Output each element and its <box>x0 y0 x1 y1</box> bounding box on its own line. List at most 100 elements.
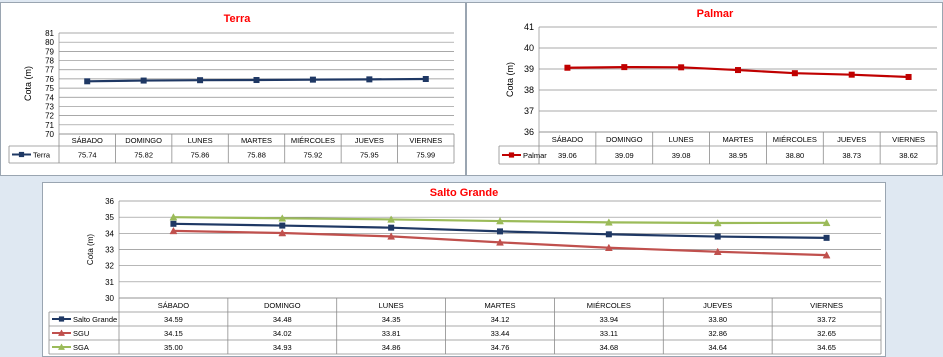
chart-panel-palmar: Palmar 36 37 38 39 40 41 Cota (m) SÁBADO DOMINGO L… <box>466 2 943 176</box>
y-tick-label: 71 <box>45 121 54 130</box>
x-category-label: VIERNES <box>892 135 925 144</box>
data-label: 34.76 <box>491 343 510 352</box>
y-tick-label: 77 <box>45 66 54 75</box>
x-category-label: SÁBADO <box>72 136 103 145</box>
data-label: 34.64 <box>708 343 727 352</box>
chart-title: Palmar <box>697 8 734 20</box>
y-tick-label: 40 <box>524 43 534 53</box>
data-label: 75.86 <box>191 151 210 160</box>
x-category-label: DOMINGO <box>606 135 643 144</box>
y-tick-label: 70 <box>45 130 54 139</box>
data-label: 75.92 <box>304 151 323 160</box>
data-label: 35.00 <box>164 343 183 352</box>
chart-panel-terra: Terra 70 71 72 73 74 75 76 77 78 79 80 81 Cota (m) SÁB… <box>0 2 466 176</box>
data-label: 34.12 <box>491 315 510 324</box>
y-tick-label: 76 <box>45 75 54 84</box>
data-point <box>423 76 429 82</box>
x-category-label: DOMINGO <box>125 136 162 145</box>
data-label: 34.35 <box>382 315 401 324</box>
data-label: 32.86 <box>708 329 727 338</box>
x-category-label: MARTES <box>241 136 272 145</box>
data-point <box>792 70 798 76</box>
x-category-label: MIÉRCOLES <box>587 301 631 310</box>
data-label: 38.80 <box>785 151 804 160</box>
data-label: 34.02 <box>273 329 292 338</box>
x-category-label: VIERNES <box>810 301 843 310</box>
x-category-label: SÁBADO <box>552 135 583 144</box>
data-point <box>310 77 316 83</box>
x-category-label: MIÉRCOLES <box>773 135 817 144</box>
y-tick-label: 80 <box>45 38 54 47</box>
data-label: 39.06 <box>558 151 577 160</box>
x-category-label: JUEVES <box>355 136 384 145</box>
legend-key-marker <box>19 152 24 157</box>
data-label: 33.94 <box>599 315 618 324</box>
chart-title: Salto Grande <box>430 187 498 199</box>
x-category-label: JUEVES <box>703 301 732 310</box>
data-point <box>170 221 176 227</box>
legend-series-name: Salto Grande <box>73 315 117 324</box>
data-point <box>735 67 741 73</box>
y-axis-label: Cota (m) <box>86 234 95 265</box>
y-tick-label: 31 <box>105 278 114 287</box>
chart-palmar: Palmar 36 37 38 39 40 41 Cota (m) SÁBADO DOMINGO L… <box>467 3 942 175</box>
y-tick-label: 36 <box>524 127 534 137</box>
chart-salto-grande: Salto Grande 30 31 32 33 34 35 36 Cota (m) SÁBADO… <box>43 183 885 356</box>
legend-series-name: Terra <box>33 151 51 160</box>
legend-series-name: Palmar <box>523 151 547 160</box>
data-label: 39.08 <box>672 151 691 160</box>
y-tick-label: 75 <box>45 84 54 93</box>
data-point <box>678 64 684 70</box>
x-category-label: LUNES <box>188 136 213 145</box>
y-tick-label: 32 <box>105 262 114 271</box>
data-point <box>621 64 627 70</box>
y-tick-label: 37 <box>524 106 534 116</box>
data-label: 34.93 <box>273 343 292 352</box>
data-label: 34.86 <box>382 343 401 352</box>
x-category-label: LUNES <box>669 135 694 144</box>
x-category-label: DOMINGO <box>264 301 301 310</box>
y-tick-label: 72 <box>45 112 54 121</box>
data-label: 38.95 <box>729 151 748 160</box>
y-axis-label: Cota (m) <box>23 66 33 101</box>
data-point <box>197 77 203 83</box>
y-axis-label: Cota (m) <box>505 62 515 97</box>
legend-series-name: SGA <box>73 343 89 352</box>
data-label: 33.11 <box>600 329 618 338</box>
data-label: 33.81 <box>382 329 401 338</box>
legend-key-marker <box>59 316 64 321</box>
y-tick-label: 33 <box>105 246 114 255</box>
data-point <box>279 223 285 229</box>
x-category-label: VIERNES <box>409 136 442 145</box>
data-label: 33.80 <box>708 315 727 324</box>
data-label: 75.95 <box>360 151 379 160</box>
data-point <box>366 76 372 82</box>
y-tick-label: 30 <box>105 294 114 303</box>
data-point <box>564 65 570 71</box>
data-label: 34.59 <box>164 315 183 324</box>
x-category-label: LUNES <box>379 301 404 310</box>
data-label: 75.82 <box>134 151 153 160</box>
y-tick-label: 78 <box>45 57 54 66</box>
data-point <box>606 231 612 237</box>
x-category-label: MIÉRCOLES <box>291 136 335 145</box>
legend-key-marker <box>509 152 514 157</box>
chart-title: Terra <box>224 13 252 25</box>
data-label: 34.68 <box>599 343 618 352</box>
y-tick-label: 73 <box>45 102 54 111</box>
y-tick-label: 39 <box>524 64 534 74</box>
data-point <box>849 72 855 78</box>
x-category-label: SÁBADO <box>158 301 189 310</box>
y-tick-label: 81 <box>45 29 54 38</box>
data-label: 34.48 <box>273 315 292 324</box>
data-label: 75.99 <box>416 151 435 160</box>
data-point <box>84 78 90 84</box>
chart-panel-salto-grande: Salto Grande 30 31 32 33 34 35 36 Cota (m) SÁBADO… <box>42 182 886 357</box>
data-label: 34.15 <box>164 329 183 338</box>
x-category-label: MARTES <box>722 135 753 144</box>
y-tick-label: 74 <box>45 93 54 102</box>
data-point <box>254 77 260 83</box>
data-label: 39.09 <box>615 151 634 160</box>
y-tick-label: 36 <box>105 197 114 206</box>
data-label: 38.73 <box>842 151 861 160</box>
